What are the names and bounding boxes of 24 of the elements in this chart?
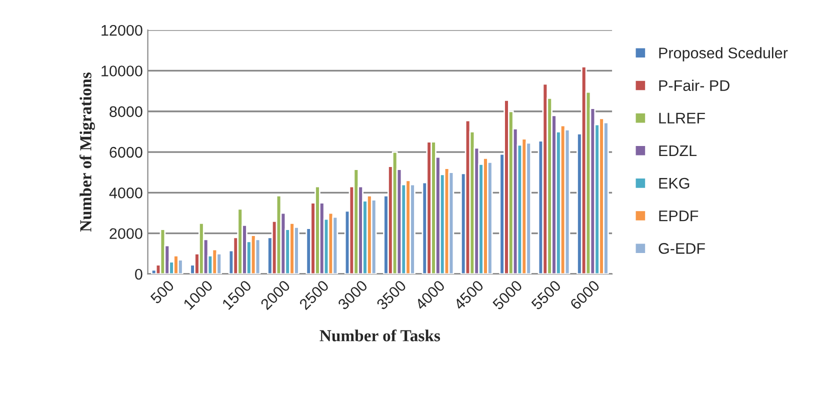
y-tick-label: 10000 (102, 66, 142, 76)
bar (332, 216, 338, 274)
y-axis-title: Number of Migrations (79, 72, 95, 232)
bar (526, 142, 532, 274)
bar (564, 128, 570, 274)
y-tick-label: 4000 (109, 188, 142, 198)
y-tick-label: 2000 (110, 228, 142, 240)
y-tick-label: 12000 (102, 24, 142, 36)
legend-label: LLREF (659, 112, 705, 124)
bar (448, 172, 454, 274)
x-axis-title: Number of Tasks (320, 329, 440, 342)
legend-label: Proposed Sceduler (659, 47, 788, 62)
legend-label: G-EDF (658, 243, 705, 254)
y-tick-label: 0 (135, 268, 142, 280)
legend-label: EKG (659, 178, 690, 189)
legend-label: EDZL (659, 145, 697, 156)
legend-label: EPDF (659, 210, 698, 222)
bar (216, 252, 222, 274)
bar (254, 238, 261, 274)
y-tick-label: 8000 (110, 106, 142, 118)
x-tick-label: 500 (150, 280, 175, 304)
bar (370, 199, 377, 274)
legend-label: P-Fair- PD (659, 80, 730, 91)
y-tick-label: 6000 (110, 146, 142, 158)
